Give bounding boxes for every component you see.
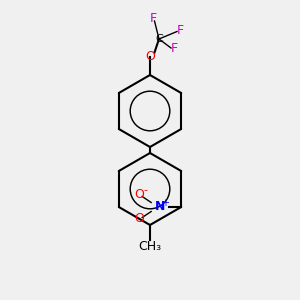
Text: O: O [134, 212, 144, 226]
Text: CH₃: CH₃ [138, 239, 162, 253]
Text: F: F [170, 41, 178, 55]
Text: O: O [145, 50, 155, 64]
Text: C: C [155, 34, 163, 44]
Text: +: + [161, 197, 169, 208]
Text: N: N [155, 200, 165, 214]
Text: -: - [143, 185, 147, 196]
Text: F: F [176, 23, 184, 37]
Text: O: O [134, 188, 144, 202]
Text: F: F [149, 11, 157, 25]
